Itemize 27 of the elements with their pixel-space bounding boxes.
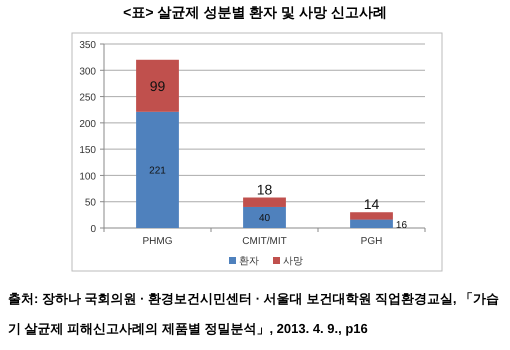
x-tick-label: PGH bbox=[360, 236, 382, 247]
data-label: 14 bbox=[364, 196, 380, 212]
bar bbox=[243, 206, 286, 228]
chart-title: <표> 살균제 성분별 환자 및 사망 신고사례 bbox=[122, 4, 388, 22]
y-tick-label: 300 bbox=[79, 66, 96, 78]
bar bbox=[350, 220, 393, 228]
legend-label: 환자 bbox=[239, 256, 259, 267]
bar bbox=[136, 112, 179, 228]
y-tick-label: 250 bbox=[79, 92, 96, 104]
y-tick-label: 350 bbox=[79, 40, 96, 51]
legend-label: 사망 bbox=[283, 256, 303, 267]
bar bbox=[243, 198, 286, 207]
bar bbox=[350, 212, 393, 220]
data-label: 18 bbox=[256, 182, 272, 198]
y-tick-label: 50 bbox=[84, 198, 96, 209]
y-tick-label: 150 bbox=[79, 145, 96, 156]
data-label: 221 bbox=[149, 166, 166, 177]
y-tick-label: 100 bbox=[79, 171, 96, 182]
bar bbox=[136, 60, 179, 112]
y-tick-label: 0 bbox=[90, 224, 96, 235]
data-label: 40 bbox=[258, 213, 270, 224]
x-tick-label: CMIT/MIT bbox=[242, 236, 287, 247]
x-tick-label: PHMG bbox=[142, 236, 173, 247]
source-note: 출처: 장하나 국회의원 · 환경보건시민센터 · 서울대 보건대학원 직업환경교실, 「가습기 살균제 피해신고사례의 제품별 정밀분석」, 2013. 4. 9., p16 bbox=[8, 290, 500, 338]
data-label: 99 bbox=[150, 78, 166, 94]
y-tick-label: 200 bbox=[79, 118, 96, 130]
data-label: 16 bbox=[396, 220, 408, 231]
